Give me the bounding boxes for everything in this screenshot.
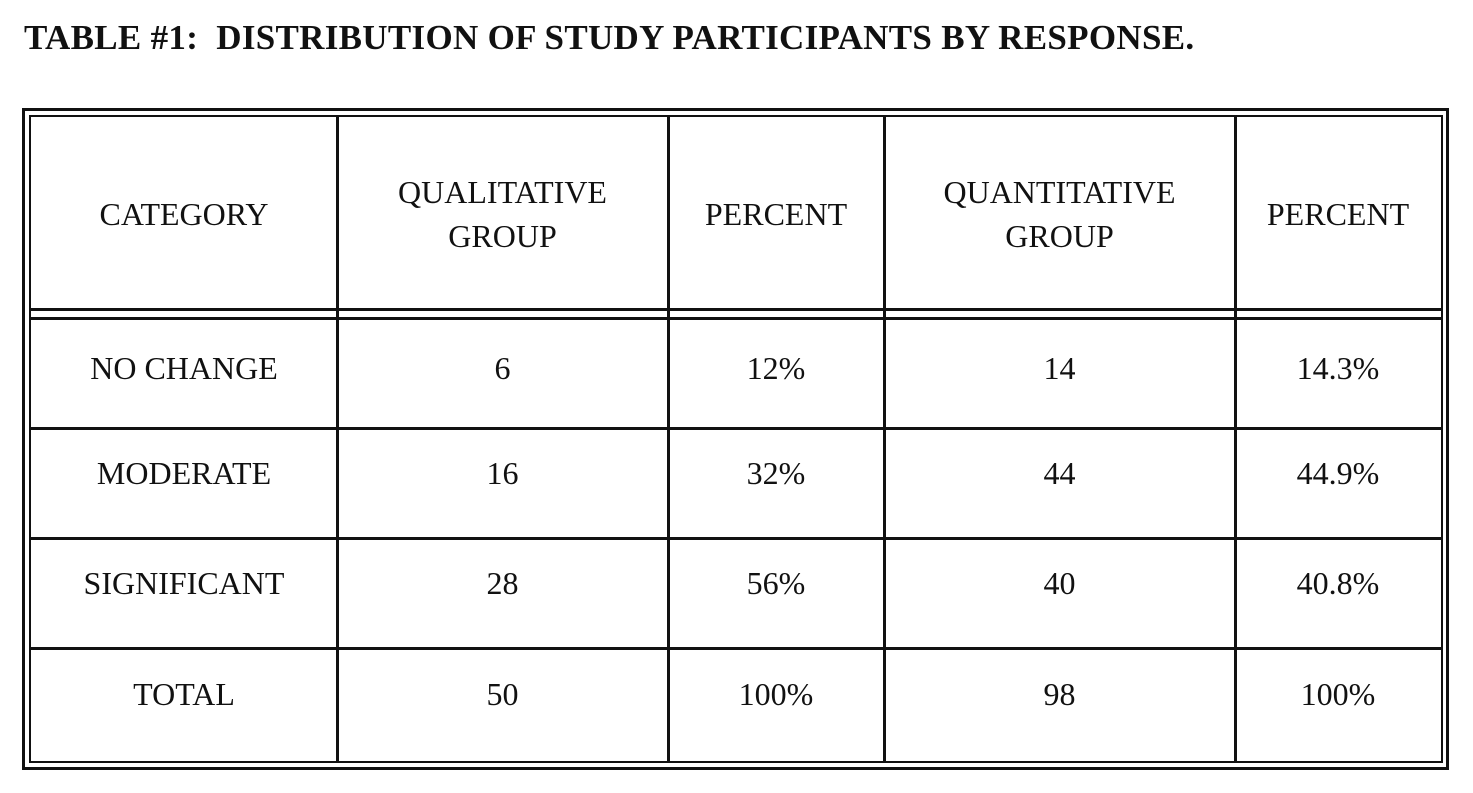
header-cell: PERCENT	[668, 117, 884, 310]
column-rule	[883, 117, 886, 761]
header-rule	[31, 308, 1442, 311]
header-text: QUALITATIVE	[398, 173, 607, 210]
header-rule	[31, 317, 1442, 320]
data-cell: 40.8%	[1296, 565, 1380, 601]
data-cell: 100%	[1300, 676, 1376, 712]
inner-frame	[29, 115, 1443, 763]
column-rule	[336, 117, 339, 761]
header-text: QUANTITATIVE	[943, 173, 1176, 210]
header-cell: QUALITATIVE GROUP	[337, 117, 668, 310]
data-cell: 32%	[746, 455, 806, 491]
row-label: NO CHANGE	[90, 350, 278, 386]
data-cell: 16	[486, 455, 519, 491]
data-cell: 50	[486, 676, 519, 712]
row-label: TOTAL	[133, 676, 235, 712]
header-text: CATEGORY	[99, 195, 269, 232]
data-cell: 56%	[746, 565, 806, 601]
data-cell: 44.9%	[1296, 455, 1380, 491]
column-rule	[1234, 117, 1237, 761]
data-cell: 28	[486, 565, 519, 601]
data-cell: 6	[494, 350, 511, 386]
header-text: PERCENT	[704, 195, 848, 232]
row-rule	[31, 537, 1442, 540]
data-cell: 98	[1043, 676, 1076, 712]
data-cell: 12%	[746, 350, 806, 386]
header-cell: PERCENT	[1235, 117, 1441, 310]
header-cell: CATEGORY	[31, 117, 337, 310]
header-text: GROUP	[448, 217, 557, 254]
data-cell: 14	[1043, 350, 1076, 386]
row-rule	[31, 647, 1442, 650]
data-cell: 44	[1043, 455, 1076, 491]
header-text: GROUP	[1005, 217, 1114, 254]
header-cell: QUANTITATIVE GROUP	[884, 117, 1235, 310]
header-text: PERCENT	[1266, 195, 1410, 232]
row-rule	[31, 427, 1442, 430]
data-cell: 100%	[738, 676, 814, 712]
data-cell: 40	[1043, 565, 1076, 601]
outer-frame	[22, 108, 1449, 770]
data-cell: 14.3%	[1296, 350, 1380, 386]
row-label: MODERATE	[96, 455, 272, 491]
row-label: SIGNIFICANT	[83, 565, 285, 601]
column-rule	[667, 117, 670, 761]
table-title: TABLE #1: DISTRIBUTION OF STUDY PARTICIP…	[24, 18, 1195, 57]
